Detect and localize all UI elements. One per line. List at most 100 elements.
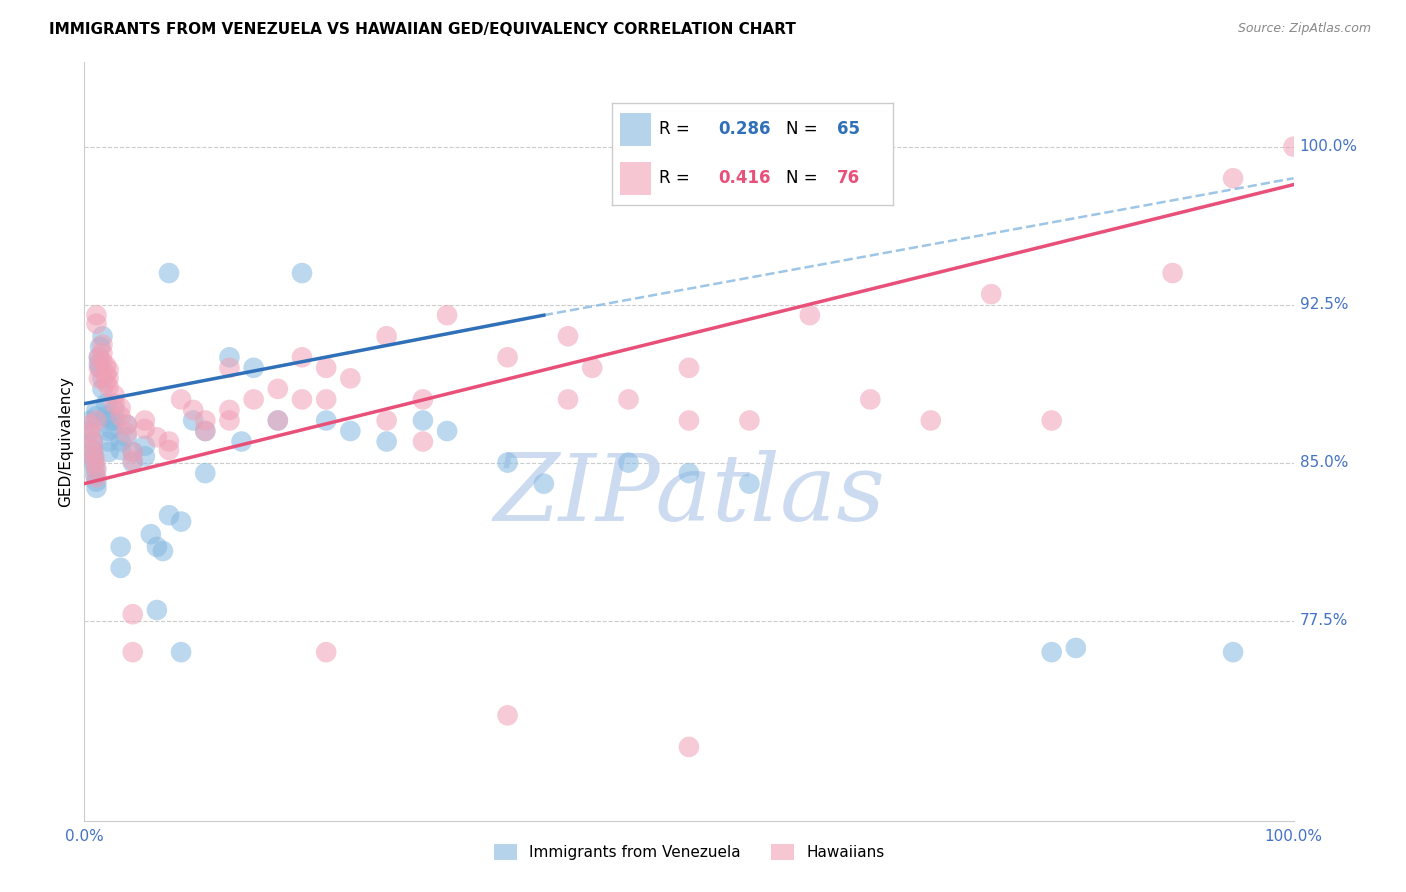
Point bbox=[94, 367, 117, 381]
Text: 100.0%: 100.0% bbox=[1264, 829, 1323, 844]
Point bbox=[110, 434, 132, 449]
Point bbox=[170, 392, 193, 407]
Point bbox=[315, 392, 337, 407]
Text: 76: 76 bbox=[837, 169, 859, 187]
Point bbox=[181, 403, 204, 417]
Point bbox=[104, 403, 127, 417]
Text: N =: N = bbox=[786, 120, 823, 138]
Point bbox=[115, 430, 138, 444]
Point bbox=[412, 434, 434, 449]
Point bbox=[86, 409, 108, 424]
Point bbox=[87, 371, 110, 385]
Point bbox=[738, 476, 761, 491]
Point bbox=[146, 603, 169, 617]
Point bbox=[84, 462, 107, 476]
Text: 65: 65 bbox=[837, 120, 859, 138]
Point bbox=[291, 351, 314, 365]
Point bbox=[218, 351, 240, 365]
Point bbox=[134, 413, 156, 427]
Point bbox=[242, 392, 264, 407]
Text: 100.0%: 100.0% bbox=[1299, 139, 1358, 154]
Point bbox=[194, 424, 217, 438]
Point bbox=[86, 308, 108, 322]
Point bbox=[146, 540, 169, 554]
Point bbox=[97, 424, 120, 438]
Point bbox=[157, 266, 180, 280]
Point bbox=[83, 456, 105, 470]
Text: 92.5%: 92.5% bbox=[1299, 297, 1348, 312]
Point bbox=[115, 417, 138, 432]
Bar bbox=[620, 112, 651, 145]
Point bbox=[375, 413, 398, 427]
Point bbox=[194, 424, 217, 438]
Point bbox=[82, 434, 104, 449]
Point bbox=[86, 475, 108, 489]
Point bbox=[231, 434, 253, 449]
Point bbox=[799, 308, 821, 322]
Point bbox=[87, 360, 110, 375]
Point bbox=[121, 456, 143, 470]
Point bbox=[91, 337, 114, 351]
Point bbox=[121, 445, 143, 459]
Point bbox=[86, 470, 108, 484]
Point bbox=[496, 708, 519, 723]
Point bbox=[87, 351, 110, 365]
Point bbox=[194, 413, 217, 427]
Point bbox=[315, 413, 337, 427]
Point bbox=[121, 645, 143, 659]
Point bbox=[859, 392, 882, 407]
Point bbox=[678, 739, 700, 754]
Point bbox=[86, 481, 108, 495]
Point bbox=[678, 360, 700, 375]
Point bbox=[97, 434, 120, 449]
Point bbox=[533, 476, 555, 491]
Point bbox=[79, 413, 101, 427]
Point bbox=[267, 413, 290, 427]
Point bbox=[86, 462, 108, 476]
Point bbox=[1282, 139, 1305, 153]
Point bbox=[218, 403, 240, 417]
Point bbox=[115, 426, 138, 441]
Point bbox=[97, 363, 120, 377]
Point bbox=[121, 453, 143, 467]
Point bbox=[738, 413, 761, 427]
Text: 77.5%: 77.5% bbox=[1299, 613, 1348, 628]
Point bbox=[79, 417, 101, 432]
Point bbox=[86, 413, 108, 427]
Text: 0.0%: 0.0% bbox=[65, 829, 104, 844]
Point bbox=[97, 371, 120, 385]
Point bbox=[315, 360, 337, 375]
Y-axis label: GED/Equivalency: GED/Equivalency bbox=[58, 376, 73, 507]
Point bbox=[557, 329, 579, 343]
Point bbox=[100, 413, 122, 427]
Point bbox=[242, 360, 264, 375]
Point bbox=[412, 413, 434, 427]
Point bbox=[617, 392, 640, 407]
Point bbox=[1040, 413, 1063, 427]
Point bbox=[134, 450, 156, 464]
Point bbox=[152, 544, 174, 558]
Point bbox=[100, 422, 122, 436]
Point bbox=[339, 371, 361, 385]
Point bbox=[181, 413, 204, 427]
Point bbox=[94, 397, 117, 411]
Point bbox=[121, 607, 143, 622]
Point bbox=[91, 371, 114, 385]
Point bbox=[91, 354, 114, 368]
Point bbox=[146, 430, 169, 444]
Point bbox=[104, 388, 127, 402]
Point bbox=[82, 434, 104, 449]
Point bbox=[83, 450, 105, 464]
Point bbox=[97, 380, 120, 394]
Point bbox=[436, 424, 458, 438]
Point bbox=[84, 456, 107, 470]
Point bbox=[375, 329, 398, 343]
Point bbox=[678, 413, 700, 427]
Point bbox=[87, 351, 110, 365]
Point bbox=[170, 515, 193, 529]
Text: N =: N = bbox=[786, 169, 823, 187]
Point bbox=[581, 360, 603, 375]
Text: 0.416: 0.416 bbox=[718, 169, 770, 187]
Point bbox=[1161, 266, 1184, 280]
Point bbox=[496, 456, 519, 470]
